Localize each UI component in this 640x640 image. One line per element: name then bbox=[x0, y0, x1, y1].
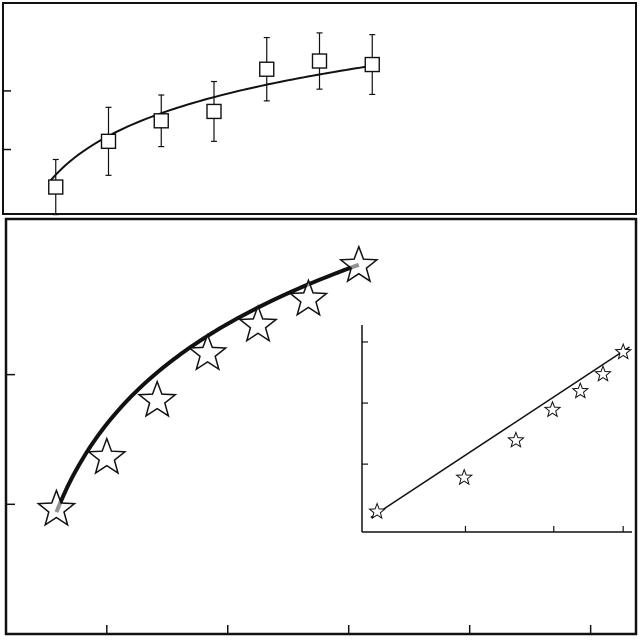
inset-star-marker-7 bbox=[614, 342, 633, 360]
top-square-marker-1 bbox=[48, 179, 64, 195]
top-square-marker-2 bbox=[100, 133, 117, 150]
main-star-marker-1 bbox=[36, 488, 77, 527]
top-fit-curve bbox=[49, 64, 373, 182]
top-square-marker-6 bbox=[311, 53, 328, 69]
top-square-marker-4 bbox=[206, 103, 222, 120]
main-star-marker-7 bbox=[338, 244, 379, 283]
top-square-marker-7 bbox=[364, 56, 380, 73]
top-plot-frame bbox=[2, 2, 637, 215]
main-star-marker-2 bbox=[86, 436, 127, 475]
main-star-marker-4 bbox=[187, 332, 228, 371]
inset-star-marker-1 bbox=[368, 502, 387, 520]
inset-panel bbox=[361, 325, 633, 533]
inset-star-marker-2 bbox=[455, 468, 474, 486]
inset-star-marker-5 bbox=[571, 381, 590, 399]
main-star-marker-3 bbox=[137, 379, 178, 418]
inset-fit-line bbox=[370, 346, 630, 519]
inset-star-marker-6 bbox=[594, 364, 612, 382]
inset-star-marker-4 bbox=[543, 400, 562, 418]
main-star-marker-5 bbox=[237, 304, 279, 343]
main-plot-frame bbox=[4, 217, 638, 636]
top-square-marker-5 bbox=[259, 61, 275, 77]
top-panel bbox=[2, 2, 637, 216]
inset-star-marker-3 bbox=[506, 431, 525, 448]
main-star-marker-6 bbox=[288, 278, 329, 317]
top-square-marker-3 bbox=[153, 113, 169, 129]
main-panel bbox=[4, 217, 638, 636]
